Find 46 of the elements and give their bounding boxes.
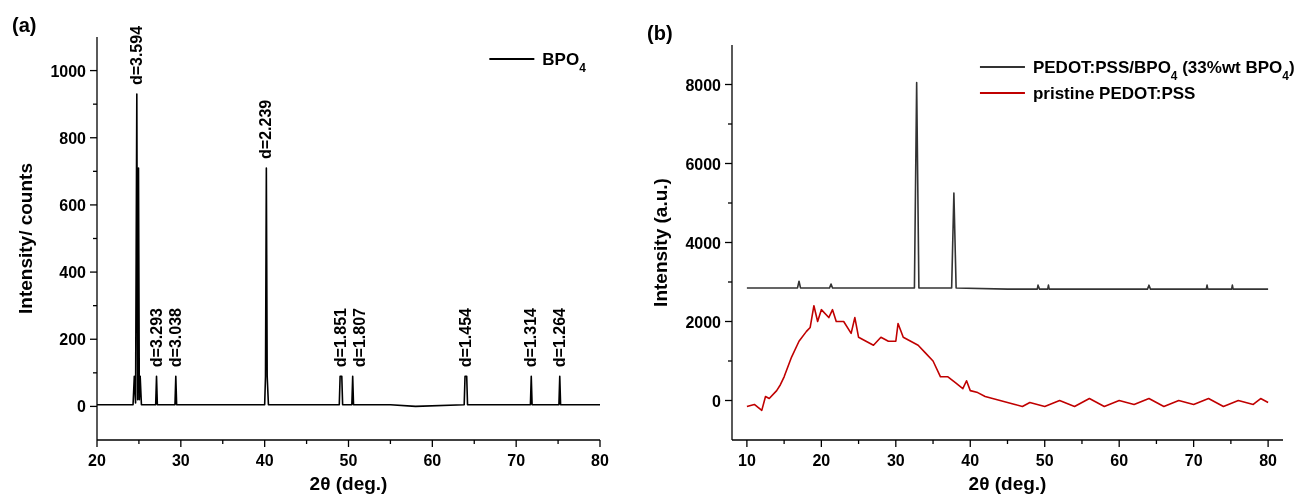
- y-axis-title: Intensity (a.u.): [650, 178, 671, 307]
- y-tick-label: 8000: [685, 76, 722, 94]
- x-tick-label: 60: [1110, 452, 1129, 469]
- legend-label: pristine PEDOT:PSS: [1032, 84, 1196, 103]
- annotation: d=3.293: [147, 307, 165, 368]
- x-tick-label: 70: [1184, 452, 1203, 469]
- y-tick-label: 4000: [685, 234, 722, 252]
- x-tick-label: 50: [1035, 452, 1054, 469]
- y-tick-label: 600: [59, 196, 87, 214]
- annotation: d=1.851: [331, 307, 349, 368]
- x-tick-label: 30: [886, 452, 905, 469]
- line-series: [746, 81, 1269, 290]
- annotation: d=1.264: [550, 307, 568, 368]
- annotation: d=1.454: [456, 307, 474, 368]
- chart-title: (b): [647, 22, 673, 44]
- x-tick-label: 40: [255, 452, 274, 469]
- x-tick-label: 80: [591, 452, 609, 469]
- y-tick-label: 1000: [50, 62, 87, 80]
- y-tick-label: 400: [59, 264, 87, 282]
- x-tick-label: 60: [423, 452, 442, 469]
- x-tick-label: 70: [507, 452, 526, 469]
- x-tick-label: 80: [1259, 452, 1278, 469]
- y-tick-label: 800: [59, 129, 87, 147]
- y-tick-label: 6000: [685, 155, 722, 173]
- x-axis-title: 2θ (deg.): [309, 473, 388, 494]
- x-tick-label: 50: [339, 452, 358, 469]
- x-tick-label: 20: [88, 452, 106, 469]
- legend-label: BPO$_{4}$: [542, 50, 587, 75]
- line-series: [746, 304, 1269, 412]
- x-tick-label: 30: [171, 452, 190, 469]
- annotation: d=1.314: [522, 307, 540, 368]
- y-axis-title: Intensity/ counts: [15, 163, 36, 314]
- y-tick-label: 2000: [685, 313, 722, 331]
- y-tick-label: 0: [712, 392, 722, 410]
- annotation: d=3.038: [166, 307, 184, 368]
- x-tick-label: 10: [737, 452, 756, 469]
- x-axis-title: 2θ (deg.): [968, 473, 1047, 494]
- chart-title: (a): [12, 14, 37, 36]
- annotation: d=3.594: [127, 25, 145, 86]
- annotation: d=1.807: [350, 307, 368, 368]
- y-tick-label: 200: [59, 331, 87, 349]
- x-tick-label: 40: [961, 452, 980, 469]
- y-tick-label: 0: [77, 398, 87, 416]
- legend-label: PEDOT:PSS/BPO$_{4}$ (33%wt BPO$_{4}$): [1032, 58, 1295, 83]
- x-tick-label: 20: [812, 452, 831, 469]
- annotation: d=2.239: [257, 99, 275, 159]
